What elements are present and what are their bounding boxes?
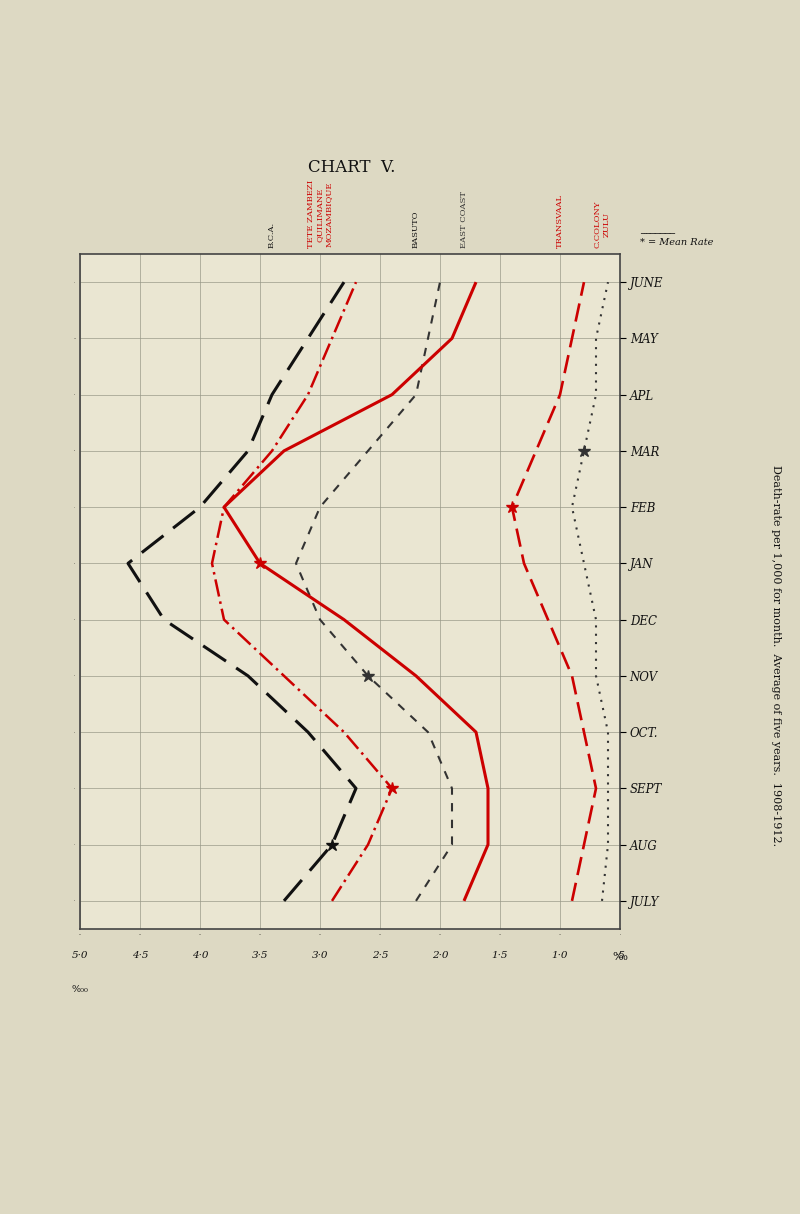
Text: 4·0: 4·0 — [192, 952, 208, 960]
Text: TETE ZAMBEZI
QUILIMANE
MOZAMBIQUE: TETE ZAMBEZI QUILIMANE MOZAMBIQUE — [307, 180, 333, 249]
Text: 4·5: 4·5 — [132, 952, 148, 960]
Text: BASUTO: BASUTO — [412, 211, 420, 249]
Text: 1·0: 1·0 — [552, 952, 568, 960]
Text: C.COLONY
ZULU: C.COLONY ZULU — [594, 200, 610, 249]
Text: 3·0: 3·0 — [312, 952, 328, 960]
Text: B.C.A.: B.C.A. — [268, 222, 276, 249]
Text: 2·5: 2·5 — [372, 952, 388, 960]
Text: * = Mean Rate: * = Mean Rate — [640, 238, 714, 248]
Text: CHART  V.: CHART V. — [308, 159, 396, 176]
Text: ·5: ·5 — [615, 952, 625, 960]
Text: 3·5: 3·5 — [252, 952, 268, 960]
Text: TRANSVAAL: TRANSVAAL — [556, 194, 564, 249]
Text: 2·0: 2·0 — [432, 952, 448, 960]
Text: Death-rate per 1,000 for month.  Average of five years.  1908-1912.: Death-rate per 1,000 for month. Average … — [771, 465, 781, 846]
Text: ‰: ‰ — [613, 952, 627, 961]
Text: 5·0: 5·0 — [72, 952, 88, 960]
Text: ───────: ─────── — [640, 228, 675, 238]
Text: EAST COAST: EAST COAST — [460, 192, 468, 249]
Text: 1·5: 1·5 — [492, 952, 508, 960]
Text: %₀₀: %₀₀ — [71, 986, 89, 994]
